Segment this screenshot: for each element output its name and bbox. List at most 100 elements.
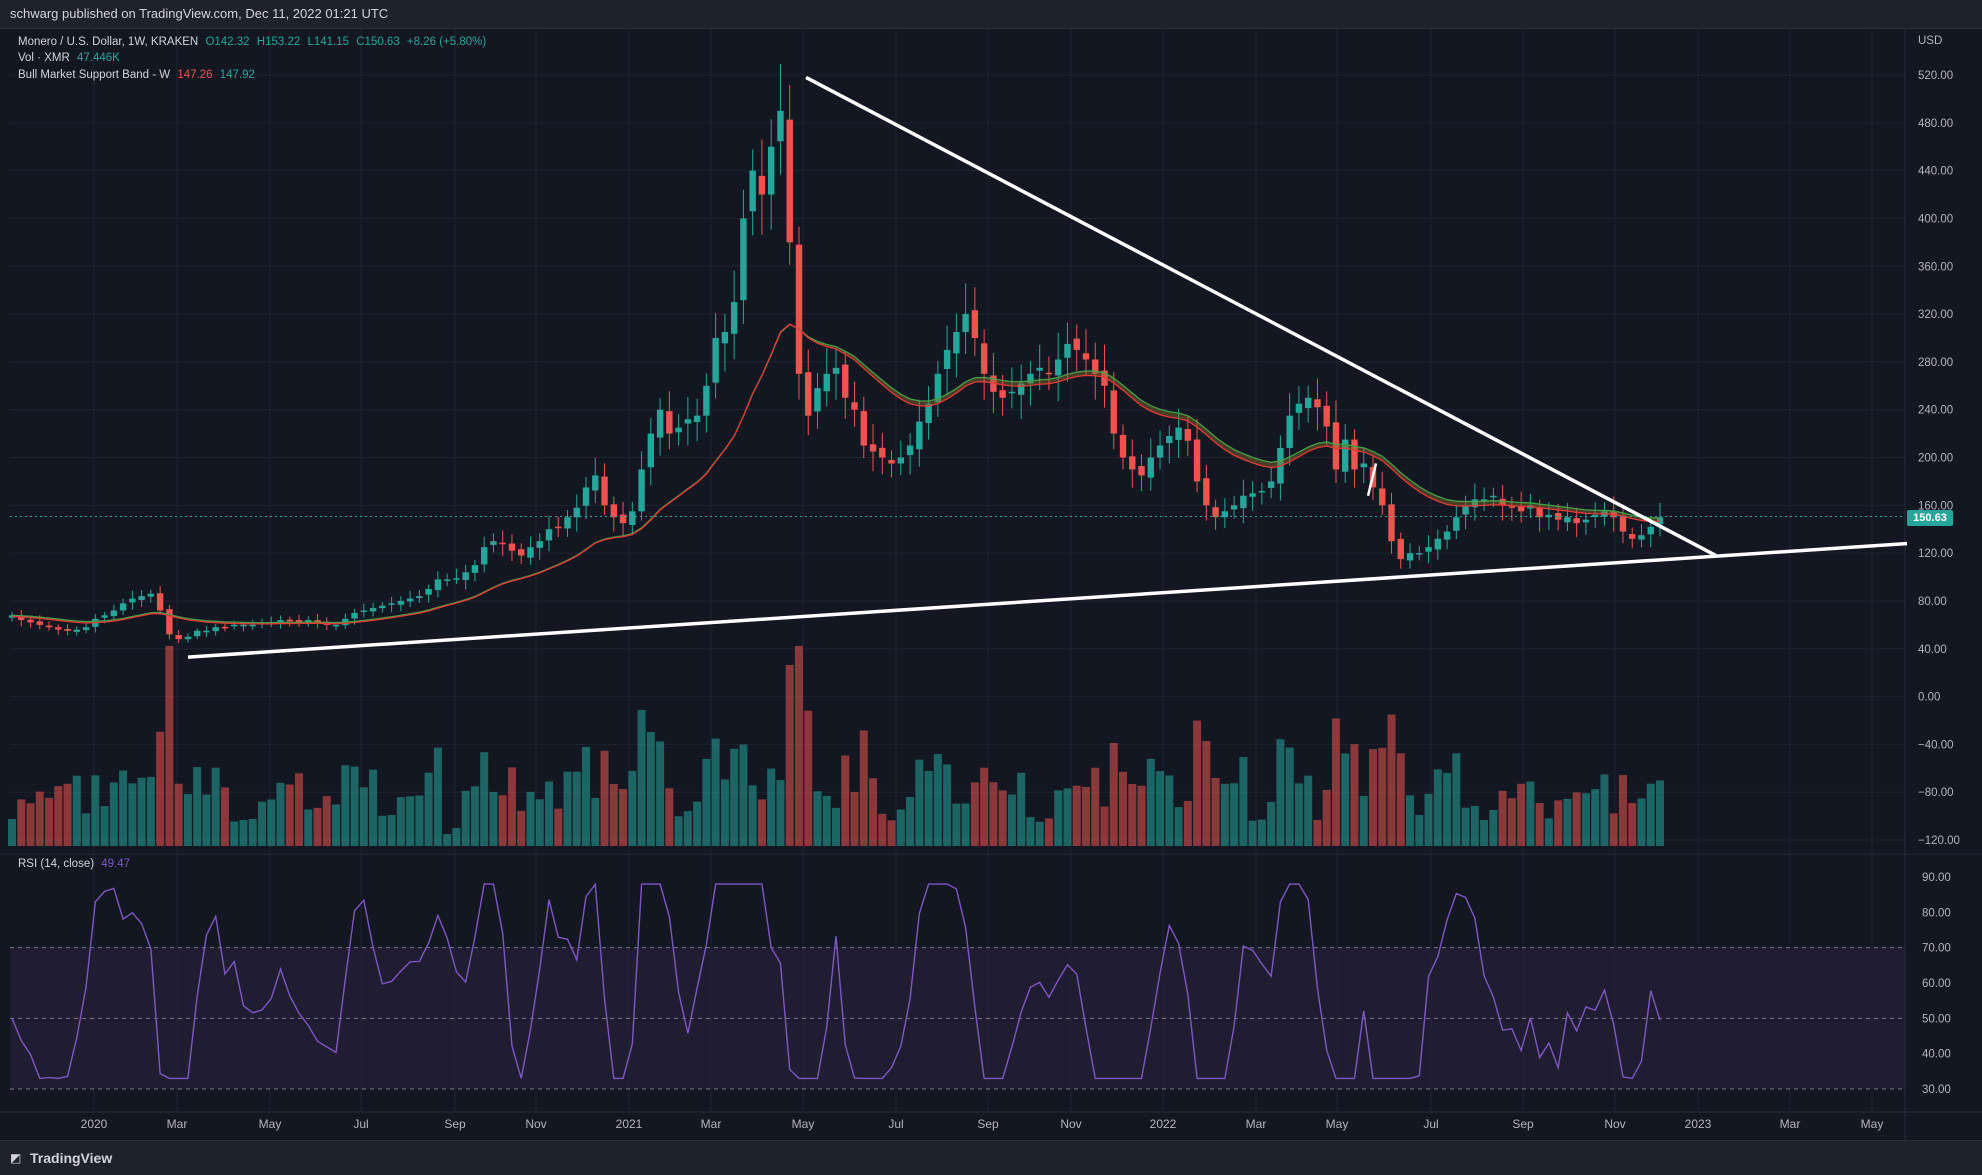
band-line-sma: [11, 323, 1661, 625]
y-tick-label: −120.00: [1918, 835, 1960, 847]
candle-body: [629, 511, 636, 525]
candle-body: [814, 388, 821, 412]
candle-body: [480, 547, 488, 565]
candle-body: [508, 543, 516, 551]
candle-body: [240, 624, 247, 627]
candle-body: [666, 411, 673, 434]
candle-body: [471, 565, 479, 573]
volume-bar: [183, 793, 192, 846]
volume-label[interactable]: Vol · XMR: [18, 52, 70, 64]
volume-bar: [1406, 795, 1415, 846]
candle-body: [388, 603, 395, 605]
volume-bar: [230, 821, 239, 846]
volume-bar: [359, 787, 368, 846]
volume-legend: Vol · XMR 47.446K: [18, 52, 124, 64]
candle-body: [943, 349, 951, 369]
volume-bar: [1165, 775, 1174, 846]
candle-body: [619, 514, 627, 524]
candle-body: [740, 218, 747, 301]
candle-body: [647, 433, 655, 468]
rsi-line: [11, 882, 1661, 1080]
tradingview-logo[interactable]: ◩ TradingView: [10, 1150, 112, 1166]
volume-bar: [1656, 780, 1664, 846]
volume-bar: [8, 818, 16, 846]
volume-bar: [1600, 774, 1609, 846]
candle-body: [1008, 391, 1016, 394]
candle-body: [231, 624, 238, 627]
y-tick-label: 440.00: [1918, 166, 1953, 178]
ohlc-close: C150.63: [356, 36, 400, 48]
candle-body: [1055, 359, 1062, 376]
volume-bar: [887, 820, 896, 846]
volume-bar: [470, 786, 479, 846]
candle-body: [443, 579, 451, 581]
volume-bar: [1230, 783, 1239, 846]
candle-body: [425, 588, 432, 595]
volume-bar: [785, 664, 794, 846]
volume-bar: [609, 783, 618, 846]
volume-bar: [526, 791, 535, 846]
candle-body: [1230, 505, 1238, 510]
candle-body: [1212, 507, 1219, 518]
volume-bar: [1239, 757, 1248, 846]
volume-bar: [1035, 821, 1044, 846]
volume-bar: [989, 782, 998, 846]
candle-body: [610, 504, 617, 518]
volume-value: 47.446K: [76, 52, 120, 64]
candle-body: [1499, 498, 1506, 506]
candle-body: [1425, 547, 1432, 552]
publisher-text: schwarg published on TradingView.com, De…: [10, 6, 389, 21]
volume-bar: [128, 783, 137, 846]
y-tick-label: 80.00: [1918, 596, 1947, 608]
volume-bar: [1350, 744, 1359, 846]
volume-bar: [109, 782, 118, 846]
x-tick-label: May: [792, 1117, 815, 1131]
candle-body: [925, 403, 932, 424]
header-bar: schwarg published on TradingView.com, De…: [0, 0, 1982, 29]
candle-body: [1138, 466, 1145, 476]
volume-bar: [1424, 793, 1433, 846]
candle-body: [416, 596, 423, 599]
symbol-name[interactable]: Monero / U.S. Dollar, 1W, KRAKEN: [18, 36, 199, 48]
rsi-label[interactable]: RSI (14, close): [18, 858, 95, 870]
candle-body: [221, 626, 229, 629]
candle-body: [823, 373, 830, 392]
candle-body: [1351, 439, 1358, 470]
volume-bar: [341, 765, 350, 846]
candle-body: [286, 619, 293, 622]
candle-body: [1564, 517, 1571, 523]
candle-body: [369, 608, 377, 612]
volume-bar: [776, 780, 785, 846]
candle-body: [684, 419, 692, 424]
volume-bar: [970, 782, 979, 846]
volume-bar: [396, 797, 405, 846]
candle-body: [1314, 399, 1321, 408]
candle-body: [1656, 517, 1664, 525]
candle-body: [1462, 505, 1469, 515]
volume-bar: [72, 775, 81, 846]
volume-bar: [406, 796, 415, 846]
candle-body: [82, 627, 90, 630]
y-tick-label: −40.00: [1918, 739, 1954, 751]
candle-body: [721, 331, 729, 344]
candle-body: [1490, 495, 1497, 498]
rsi-tick-label: 80.00: [1922, 907, 1951, 919]
volume-bar: [933, 753, 942, 846]
candle-body: [601, 476, 608, 506]
volume-bar: [146, 776, 155, 846]
volume-bar: [174, 783, 183, 846]
candle-body: [749, 170, 756, 212]
ohlc-low: L141.15: [307, 36, 350, 48]
candle-body: [962, 314, 969, 332]
y-tick-label: 480.00: [1918, 118, 1953, 130]
candle-body: [564, 517, 571, 529]
volume-bar: [720, 779, 729, 846]
volume-bar: [1211, 777, 1220, 846]
volume-bar: [211, 767, 220, 846]
candle-body: [1582, 519, 1590, 523]
band-label[interactable]: Bull Market Support Band - W: [18, 69, 171, 81]
volume-bar: [794, 645, 803, 846]
candle-body: [1647, 526, 1654, 535]
volume-bar: [239, 819, 248, 846]
